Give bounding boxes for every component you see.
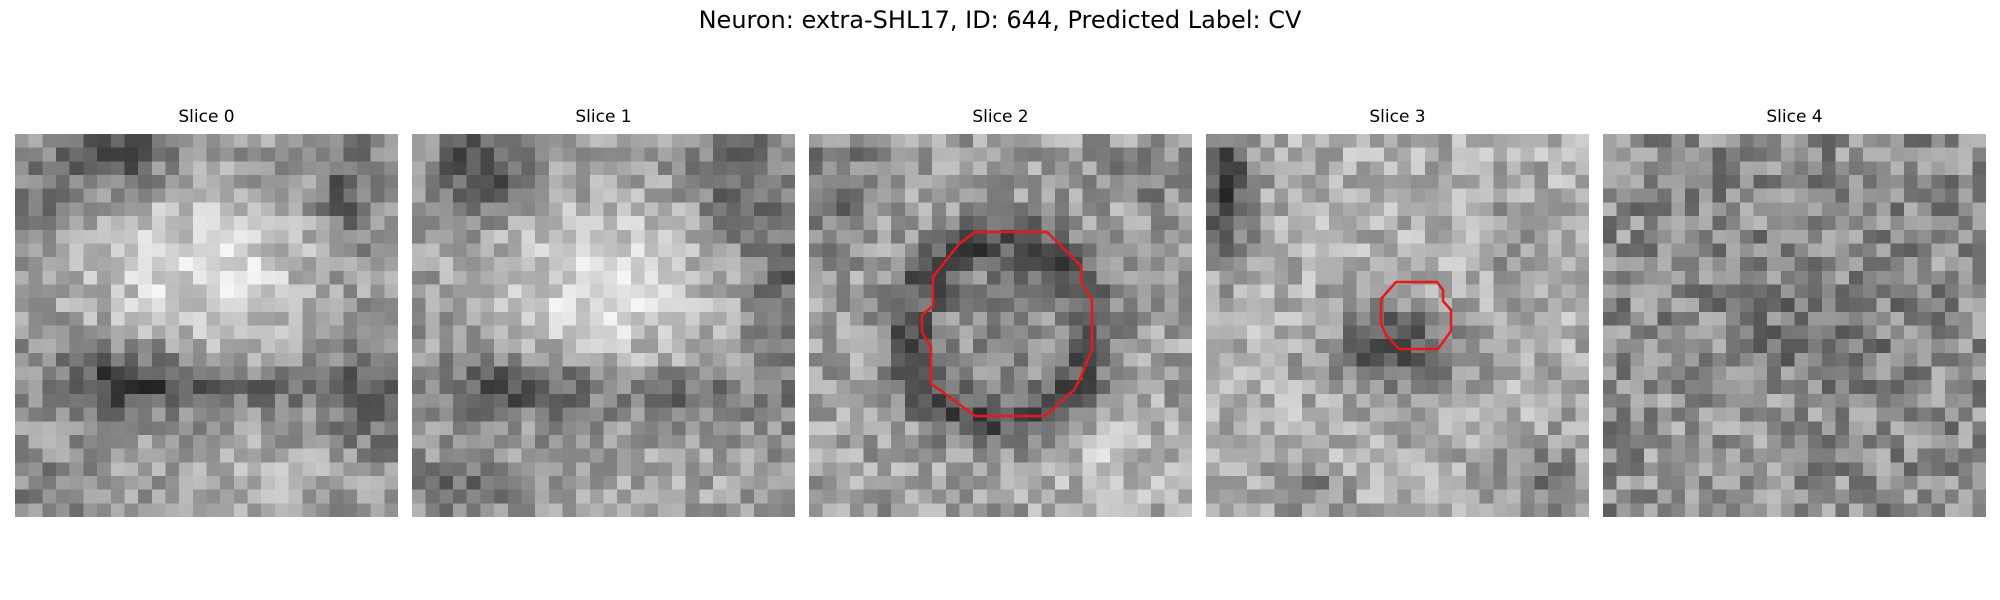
segmentation-contour: [1379, 280, 1453, 351]
slice-image-pixels: [809, 134, 1192, 517]
slice-image-pixels: [412, 134, 795, 517]
slice-image: [1603, 134, 1986, 517]
slice-image-pixels: [15, 134, 398, 517]
figure-title: Neuron: extra-SHL17, ID: 644, Predicted …: [698, 6, 1302, 34]
slice-image-pixels: [1603, 134, 1986, 517]
slice-title: Slice 0: [178, 107, 235, 127]
slice-title: Slice 2: [972, 107, 1029, 127]
slice-title: Slice 4: [1766, 107, 1823, 127]
segmentation-contour: [920, 230, 1094, 418]
slice-title: Slice 3: [1369, 107, 1426, 127]
slice-title: Slice 1: [575, 107, 632, 127]
contour-outline: [1379, 280, 1453, 351]
contour-outline: [920, 230, 1094, 418]
slice-image: [809, 134, 1192, 517]
slice-image: [1206, 134, 1589, 517]
slice-image: [412, 134, 795, 517]
slice-image-pixels: [1206, 134, 1589, 517]
slice-image: [15, 134, 398, 517]
